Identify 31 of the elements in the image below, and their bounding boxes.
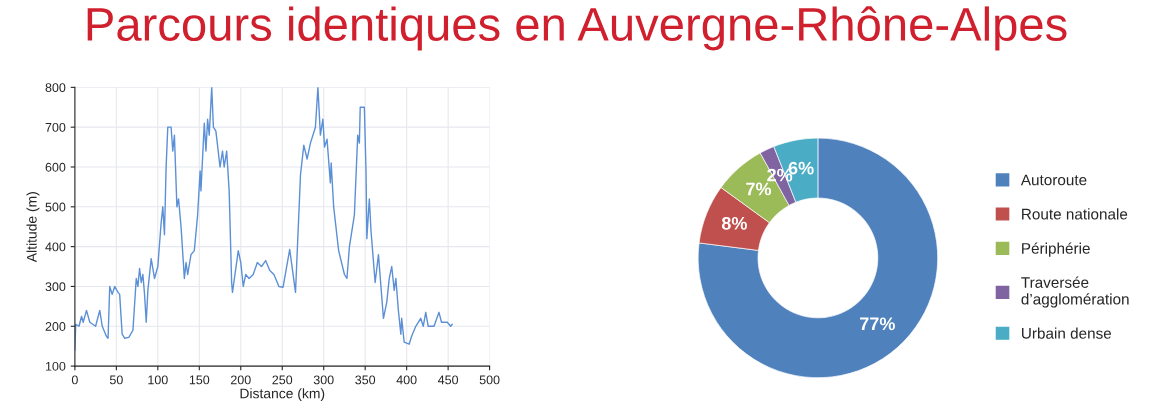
x-tick-label: 50 xyxy=(109,375,123,385)
x-tick-label: 150 xyxy=(189,375,210,385)
y-tick-label: 400 xyxy=(45,242,66,252)
y-tick-label: 500 xyxy=(45,202,66,212)
x-tick-label: 450 xyxy=(437,375,459,385)
x-tick-label: 200 xyxy=(230,375,251,385)
y-tick-label: 300 xyxy=(45,282,66,292)
data-label: 8% xyxy=(721,216,747,230)
legend-label: Route nationale xyxy=(1022,208,1128,220)
x-tick-label: 100 xyxy=(148,375,168,385)
data-label: 77% xyxy=(860,317,895,331)
y-tick-label: 600 xyxy=(45,162,66,172)
x-tick-label: 500 xyxy=(479,375,500,385)
legend-label: Urbain dense xyxy=(1022,327,1112,339)
y-tick-label: 100 xyxy=(45,361,66,371)
data-label: 7% xyxy=(746,182,772,196)
legend-label: Traversée d’agglomération xyxy=(1021,276,1129,308)
y-tick-label: 800 xyxy=(45,83,66,93)
x-tick-label: 400 xyxy=(396,375,417,385)
legend-label: Périphérie xyxy=(1022,242,1090,257)
donut-slice xyxy=(697,137,939,379)
legend-label: Autoroute xyxy=(1020,174,1087,186)
x-tick-label: 350 xyxy=(355,375,376,385)
x-tick-label: 300 xyxy=(313,375,334,385)
x-tick-label: 0 xyxy=(71,375,78,385)
x-axis-title: Distance (km) xyxy=(240,388,325,402)
y-axis-title: Altitude (m) xyxy=(26,192,40,263)
x-tick-label: 250 xyxy=(272,375,293,385)
y-tick-label: 700 xyxy=(45,122,66,132)
y-tick-label: 200 xyxy=(45,322,66,331)
chart-title: Parcours identiques en Auvergne-Rhône-Alpes xyxy=(87,6,1067,51)
